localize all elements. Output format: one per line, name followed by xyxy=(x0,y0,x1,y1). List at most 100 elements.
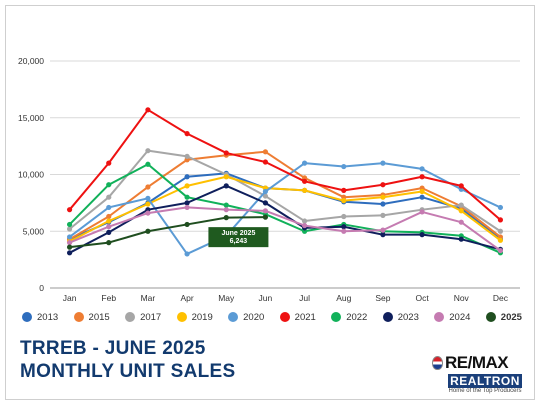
data-point xyxy=(458,208,464,214)
legend-item-2024: 2024 xyxy=(434,312,470,323)
data-point xyxy=(380,227,386,233)
data-point xyxy=(262,159,269,165)
legend-label: 2023 xyxy=(397,311,419,323)
data-point xyxy=(419,188,425,195)
data-point xyxy=(341,198,347,204)
y-tick-label: 0 xyxy=(39,283,44,293)
y-tick-label: 15,000 xyxy=(18,113,44,123)
data-point xyxy=(419,232,425,238)
data-point xyxy=(301,187,308,193)
data-point xyxy=(223,215,229,221)
data-point xyxy=(458,183,464,189)
legend-item-2015: 2015 xyxy=(73,312,110,323)
legend-label: 2025 xyxy=(500,311,522,323)
legend-swatch xyxy=(73,312,84,322)
data-point xyxy=(380,160,386,166)
data-point xyxy=(184,200,190,206)
data-point xyxy=(145,107,151,113)
data-point xyxy=(262,149,269,155)
data-point xyxy=(223,207,229,213)
data-point xyxy=(262,208,269,214)
data-point xyxy=(301,160,308,166)
legend-item-2021: 2021 xyxy=(279,312,316,323)
x-tick-label: Nov xyxy=(454,293,470,303)
legend-swatch xyxy=(125,312,136,322)
data-point xyxy=(301,178,308,184)
series-2025 xyxy=(66,214,269,250)
series-line xyxy=(68,108,502,221)
data-point xyxy=(106,204,112,211)
data-point xyxy=(380,201,386,207)
series-line xyxy=(69,150,502,241)
data-point xyxy=(145,201,151,207)
x-tick-label: Jul xyxy=(299,293,310,303)
x-tick-label: Sep xyxy=(375,293,390,303)
data-point xyxy=(301,222,308,229)
data-point xyxy=(419,174,425,180)
data-point xyxy=(106,160,112,166)
series-line xyxy=(68,149,501,233)
legend-label: 2020 xyxy=(243,311,265,323)
data-point xyxy=(223,174,229,180)
data-point xyxy=(419,166,425,172)
legend-swatch xyxy=(485,312,496,322)
legend: 2013 2015 2017 2019 2020 2021 2022 2023 2024 2025 xyxy=(22,307,522,327)
logo-subtitle: Home of the Top Producers xyxy=(448,388,522,394)
chart-frame xyxy=(5,5,535,400)
series-line xyxy=(69,184,501,254)
legend-item-2023: 2023 xyxy=(382,311,419,323)
series-line xyxy=(69,172,502,241)
data-point xyxy=(497,237,504,243)
series-line xyxy=(68,163,501,254)
data-point xyxy=(145,228,151,234)
data-point xyxy=(106,218,112,224)
legend-swatch xyxy=(382,312,393,322)
data-point xyxy=(66,244,73,250)
legend-item-2020: 2020 xyxy=(228,312,264,323)
data-point xyxy=(262,214,269,220)
data-point xyxy=(106,229,112,235)
title-line-2: MONTHLY UNIT SALES xyxy=(20,361,236,382)
series-line xyxy=(68,162,501,255)
data-point xyxy=(341,187,347,193)
data-point xyxy=(145,195,151,201)
data-point xyxy=(106,224,112,230)
data-point xyxy=(66,240,73,246)
series-2015 xyxy=(66,149,504,242)
data-point xyxy=(66,234,73,240)
data-point xyxy=(301,218,308,224)
title-line-1: TRREB - JUNE 2025 xyxy=(20,338,206,359)
series-2020 xyxy=(66,160,504,257)
data-point xyxy=(380,194,386,200)
legend-label: 2024 xyxy=(449,311,471,323)
data-point xyxy=(380,232,386,238)
data-point xyxy=(145,161,151,167)
legend-swatch xyxy=(434,312,445,322)
logo-top-text: RE/MAX xyxy=(445,353,509,372)
data-point xyxy=(106,182,112,188)
data-point xyxy=(497,204,504,211)
data-point xyxy=(66,207,73,213)
data-point xyxy=(184,204,190,211)
data-point xyxy=(145,148,151,154)
x-tick-label: Dec xyxy=(493,293,509,303)
data-point xyxy=(458,236,464,242)
series-2022 xyxy=(66,161,504,256)
series-2024 xyxy=(66,204,504,254)
data-point xyxy=(223,150,229,156)
x-tick-label: Aug xyxy=(336,293,351,303)
chart-title: TRREB - JUNE 2025 MONTHLY UNIT SALES xyxy=(20,337,235,383)
data-point xyxy=(106,213,112,220)
series-line xyxy=(69,216,266,249)
legend-swatch xyxy=(279,312,290,322)
data-point xyxy=(341,224,347,230)
data-point xyxy=(497,217,504,223)
data-point xyxy=(341,163,347,170)
data-point xyxy=(341,213,347,220)
data-point xyxy=(380,182,386,188)
y-tick-label: 10,000 xyxy=(18,170,44,180)
data-point xyxy=(458,202,464,208)
